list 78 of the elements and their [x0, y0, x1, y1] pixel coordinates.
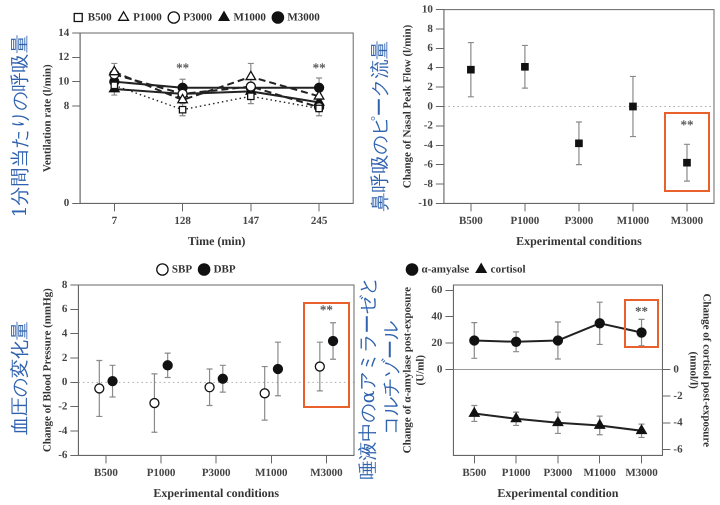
y-tick-label: 2	[427, 80, 434, 93]
x-tick-label: P3000	[564, 214, 594, 227]
text: 血圧の変化量	[8, 321, 30, 435]
y-tick-label: 6	[427, 42, 434, 54]
x-tick-label: P1000	[146, 466, 176, 479]
legend-label: SBP	[172, 263, 192, 276]
y-tick-label: -2	[424, 120, 434, 132]
x-tick-label: P3000	[544, 466, 573, 479]
y-tick-label: 60	[431, 284, 443, 296]
y2-tick-label: -6	[673, 443, 684, 456]
y-tick-label: 20	[431, 336, 443, 349]
text: 唾液中のαアミラーゼとコルチゾール	[356, 276, 402, 482]
y2-tick-label: 0	[673, 363, 680, 376]
y-tick-label: 4	[427, 62, 434, 74]
x-tick-label: 245	[310, 214, 328, 227]
y2-axis-title: Change of cortisol post-exposure (nmol/l)	[687, 293, 713, 448]
y-tick-label: 10	[422, 3, 434, 16]
y2-tick-label: -4	[673, 416, 684, 429]
y-axis-title: Change of Nasal Peak Flow (l/min)	[401, 24, 414, 188]
y-tick-label: 10	[58, 76, 70, 88]
x-tick-label: M3000	[310, 466, 344, 479]
legend-label: α-amyalse	[422, 263, 470, 276]
x-tick-label: B500	[462, 466, 487, 479]
y-tick-label: 4	[62, 328, 68, 340]
x-tick-label: 128	[174, 214, 192, 227]
y-tick-label: -8	[424, 178, 434, 190]
y-tick-label: 8	[62, 278, 68, 291]
x-tick-label: 7	[112, 214, 118, 227]
x-tick-label: B500	[458, 214, 484, 227]
y-tick-label: 8	[64, 100, 70, 112]
annotation: **	[680, 117, 694, 132]
y-tick-label: 0	[64, 197, 70, 210]
text: 鼻呼吸のピーク流量	[368, 40, 390, 212]
y-tick-label: -4	[424, 139, 434, 152]
x-tick-label: P1000	[510, 214, 540, 227]
legend-label: cortisol	[490, 263, 526, 276]
x-tick-label: M1000	[255, 466, 288, 479]
y-axis-title: Change of α-amylase post-exposure (U/ml)	[401, 286, 427, 454]
legend-label: P3000	[183, 11, 213, 24]
y-tick-label: 0	[436, 363, 443, 376]
legend-label: DBP	[214, 263, 236, 276]
y-axis-title: Ventilation rate (l/min)	[41, 64, 54, 172]
y2-tick-label: -2	[673, 390, 684, 402]
legend-label: M3000	[287, 11, 320, 24]
y-tick-label: 40	[431, 310, 443, 323]
y-tick-label: 0	[62, 376, 68, 388]
x-tick-label: M3000	[625, 466, 658, 479]
x-tick-label: M1000	[584, 466, 616, 479]
x-tick-label: 147	[242, 214, 260, 227]
y-tick-label: 14	[58, 26, 70, 39]
x-axis-title: Time (min)	[188, 234, 246, 248]
annotation: **	[312, 60, 326, 76]
y-tick-label: 6	[62, 303, 68, 316]
y-tick-label: 2	[62, 352, 68, 364]
legend-label: P1000	[133, 11, 162, 24]
text: 1分間当たりの呼吸量	[8, 34, 30, 218]
y-tick-label: -6	[58, 449, 68, 462]
annotation: **	[635, 304, 648, 319]
x-tick-label: B500	[94, 466, 118, 479]
y-tick-label: -2	[58, 400, 68, 413]
x-axis-title: Experimental condition	[497, 486, 619, 500]
y-tick-label: 8	[427, 22, 434, 35]
x-axis-title: Experimental conditions	[153, 486, 280, 500]
x-axis-title: Experimental conditions	[516, 234, 642, 248]
annotation: **	[176, 60, 190, 76]
y-tick-label: -10	[418, 197, 434, 210]
legend-label: M1000	[234, 11, 266, 24]
x-tick-label: P1000	[502, 466, 531, 479]
legend-label: B500	[88, 11, 112, 24]
x-tick-label: M3000	[670, 214, 704, 227]
y-tick-label: 0	[427, 100, 434, 112]
x-tick-label: P3000	[202, 466, 232, 479]
y-tick-label: 12	[58, 51, 70, 64]
x-tick-label: M1000	[616, 214, 650, 227]
y-axis-title: Change of Blood Pressure (mmHg)	[41, 288, 54, 452]
y-tick-label: -6	[424, 158, 434, 170]
annotation: **	[320, 302, 333, 317]
y-tick-label: -4	[58, 424, 68, 437]
